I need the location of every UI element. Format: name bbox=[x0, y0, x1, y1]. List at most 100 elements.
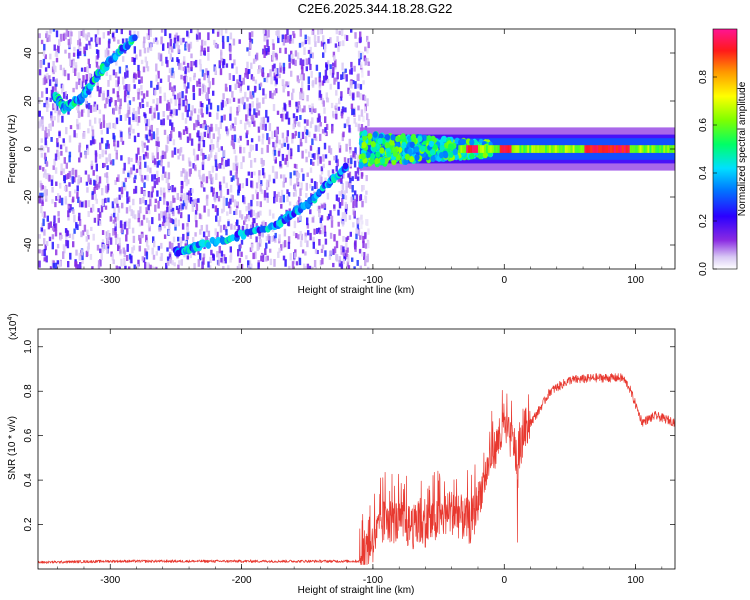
spectrogram-cell bbox=[117, 95, 120, 102]
spectrogram-cell bbox=[137, 147, 140, 155]
spectrogram-cell bbox=[299, 138, 303, 147]
spectrogram-cell bbox=[315, 64, 319, 71]
y-tick-label: 1.0 bbox=[23, 339, 34, 353]
spectrogram-cell bbox=[282, 194, 285, 203]
spectrogram-cell bbox=[283, 83, 286, 89]
spectrogram-cell bbox=[62, 141, 66, 147]
spectrogram-cell bbox=[159, 86, 162, 94]
spectrogram-cell bbox=[248, 151, 251, 158]
spectrogram-cell bbox=[75, 222, 78, 229]
spectrogram-cell bbox=[181, 203, 184, 210]
spectrogram-cell bbox=[177, 45, 180, 53]
spectrogram-cell bbox=[122, 56, 125, 62]
spectrogram-cell bbox=[193, 61, 196, 66]
spectrogram-cell bbox=[52, 165, 55, 170]
spectrogram-cell bbox=[267, 137, 271, 145]
spectrogram-cell bbox=[338, 256, 342, 264]
spectrogram-cell bbox=[116, 140, 120, 148]
spectrogram-cell bbox=[153, 38, 156, 45]
spectrogram-cell bbox=[52, 67, 55, 75]
spectrogram-cell bbox=[290, 50, 293, 55]
spectrogram-cell bbox=[345, 249, 348, 258]
spectrogram-cell bbox=[114, 144, 117, 152]
spectrogram-cell bbox=[346, 261, 350, 267]
spectrogram-cell bbox=[107, 230, 110, 237]
spectrogram-cell bbox=[61, 88, 64, 94]
spectrogram-cell bbox=[224, 257, 227, 264]
spectrogram-cell bbox=[302, 59, 305, 67]
spectrogram-cell bbox=[233, 134, 237, 143]
spectrogram-cell bbox=[130, 167, 133, 175]
spectrogram-cell bbox=[62, 251, 65, 259]
spectrogram-cell bbox=[265, 256, 268, 262]
spectrogram-cell bbox=[166, 103, 169, 111]
spectrogram-carrier-mark bbox=[362, 129, 368, 137]
spectrogram-cell bbox=[138, 220, 142, 227]
spectrogram-cell bbox=[147, 118, 150, 127]
spectrogram-cell bbox=[177, 59, 180, 66]
spectrogram-cell bbox=[124, 177, 127, 183]
spectrogram-cell bbox=[165, 56, 168, 64]
spectrogram-cell bbox=[259, 210, 262, 216]
spectrogram-carrier-core bbox=[592, 145, 595, 153]
spectrogram-cell bbox=[102, 120, 106, 128]
spectrogram-cell bbox=[360, 221, 363, 230]
spectrogram-cell bbox=[41, 185, 44, 190]
spectrogram-cell bbox=[316, 250, 319, 255]
spectrogram-cell bbox=[362, 115, 365, 122]
spectrogram-carrier-core bbox=[584, 145, 587, 153]
spectrogram-cell bbox=[162, 211, 165, 219]
spectrogram-cell bbox=[160, 29, 164, 33]
spectrogram-cell bbox=[157, 177, 160, 183]
spectrogram-cell bbox=[328, 255, 332, 260]
spectrogram-cell bbox=[52, 61, 55, 69]
spectrogram-cell bbox=[309, 183, 312, 189]
spectrogram-cell bbox=[93, 139, 97, 144]
spectrogram-cell bbox=[43, 43, 46, 51]
spectrogram-cell bbox=[108, 99, 112, 107]
spectrogram-cell bbox=[186, 222, 189, 231]
spectrogram-cell bbox=[184, 105, 187, 113]
spectrogram-cell bbox=[237, 105, 241, 112]
spectrogram-cell bbox=[160, 242, 163, 249]
spectrogram-cell bbox=[204, 123, 207, 130]
spectrogram-cell bbox=[74, 62, 78, 67]
spectrogram-cell bbox=[72, 66, 75, 72]
spectrogram-cell bbox=[178, 103, 181, 111]
spectrogram-cell bbox=[349, 177, 352, 184]
spectrogram-cell bbox=[257, 110, 261, 116]
spectrogram-cell bbox=[77, 175, 81, 182]
spectrogram-cell bbox=[105, 157, 108, 165]
spectrogram-cell bbox=[177, 236, 180, 242]
spectrogram-cell bbox=[137, 132, 140, 138]
spectrogram-cell bbox=[360, 109, 364, 117]
spectrogram-cell bbox=[132, 75, 136, 83]
spectrogram-cell bbox=[134, 110, 138, 119]
spectrogram-cell bbox=[358, 58, 361, 66]
spectrogram-cell bbox=[109, 160, 113, 165]
spectrogram-cell bbox=[359, 265, 362, 269]
spectrogram-cell bbox=[260, 180, 263, 187]
spectrogram-carrier-core bbox=[615, 145, 619, 153]
spectrogram-cell bbox=[344, 214, 347, 222]
spectrogram-y-label: Frequency (Hz) bbox=[7, 115, 18, 184]
spectrogram-cell bbox=[63, 245, 66, 254]
spectrogram-cell bbox=[198, 82, 202, 87]
spectrogram-cell bbox=[297, 200, 300, 206]
spectrogram-cell bbox=[221, 99, 225, 108]
spectrogram-cell bbox=[61, 115, 64, 123]
spectrogram-carrier-core bbox=[509, 145, 512, 153]
spectrogram-cell bbox=[220, 146, 223, 151]
spectrogram-cell bbox=[329, 232, 333, 239]
spectrogram-cell bbox=[153, 112, 156, 119]
spectrogram-cell bbox=[333, 55, 336, 61]
spectrogram-cell bbox=[82, 200, 85, 208]
spectrogram-cell bbox=[245, 178, 249, 187]
spectrogram-carrier-core bbox=[537, 145, 540, 153]
spectrogram-cell bbox=[269, 248, 272, 253]
spectrogram-cell bbox=[62, 67, 65, 76]
spectrogram-cell bbox=[133, 188, 136, 194]
spectrogram-cell bbox=[324, 44, 327, 50]
spectrogram-cell bbox=[146, 90, 149, 97]
spectrogram-cell bbox=[140, 76, 143, 84]
